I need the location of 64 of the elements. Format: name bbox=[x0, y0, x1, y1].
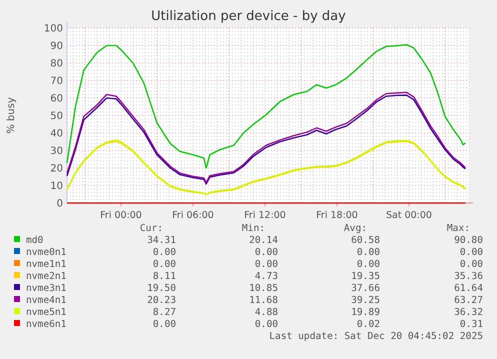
y-tick-label: 10 bbox=[50, 181, 63, 192]
text: 4.73 bbox=[254, 271, 278, 282]
text: 0.00 bbox=[254, 247, 278, 258]
y-tick-label: 40 bbox=[50, 128, 63, 140]
text: 19.89 bbox=[351, 307, 380, 318]
text: Cur: bbox=[140, 223, 163, 234]
legend-label: nvme3n1 bbox=[26, 283, 67, 294]
x-tick-label: Fri 00:00 bbox=[100, 210, 142, 221]
y-tick-label: 80 bbox=[50, 58, 63, 70]
text: 63.27 bbox=[454, 295, 484, 306]
legend-label: nvme2n1 bbox=[26, 271, 67, 282]
y-tick-label: 50 bbox=[50, 111, 63, 122]
y-tick-label: 60 bbox=[50, 94, 63, 104]
y-tick-label: 90 bbox=[50, 41, 63, 52]
text: 0.02 bbox=[356, 319, 380, 330]
text: 19.50 bbox=[147, 283, 176, 294]
text: 0.00 bbox=[152, 259, 176, 270]
text: 0.00 bbox=[254, 319, 278, 330]
text: 11.68 bbox=[249, 295, 278, 306]
text: Max: bbox=[446, 223, 470, 234]
text: 10.85 bbox=[249, 283, 278, 294]
text: 0.00 bbox=[460, 247, 484, 258]
text: 36.32 bbox=[454, 307, 483, 318]
text: Min: bbox=[242, 223, 265, 234]
text: 0.00 bbox=[254, 259, 278, 270]
text: 60.58 bbox=[351, 235, 380, 246]
legend-label: nvme6n1 bbox=[26, 319, 67, 330]
text: 4.88 bbox=[254, 307, 278, 318]
x-tick-label: Fri 06:00 bbox=[172, 210, 214, 221]
x-tick-label: Sat 00:00 bbox=[386, 210, 432, 221]
text: 8.27 bbox=[152, 307, 176, 318]
text: Last update: Sat Dec 20 04:45:02 2025 bbox=[269, 331, 483, 342]
legend-label: nvme1n1 bbox=[26, 259, 67, 270]
text: 61.64 bbox=[454, 283, 484, 294]
text: 39.25 bbox=[351, 295, 380, 306]
y-tick-label: 100 bbox=[44, 24, 63, 34]
text: 0.00 bbox=[356, 247, 380, 258]
text: 0.31 bbox=[460, 319, 484, 330]
text: 20.23 bbox=[147, 295, 176, 306]
text: 19.35 bbox=[351, 271, 380, 282]
x-tick-label: Fri 12:00 bbox=[244, 210, 286, 221]
legend-label: md0 bbox=[26, 235, 44, 246]
x-tick-label: Fri 18:00 bbox=[316, 210, 358, 221]
text: 0.00 bbox=[152, 319, 176, 330]
y-tick-label: 70 bbox=[50, 76, 63, 87]
text: 0.00 bbox=[152, 247, 176, 258]
legend-label: nvme0n1 bbox=[26, 247, 67, 258]
text: 37.66 bbox=[351, 283, 380, 294]
text: 8.11 bbox=[152, 271, 176, 282]
y-axis-title: % busy bbox=[6, 97, 17, 134]
legend-label: nvme5n1 bbox=[26, 307, 67, 318]
text: 0.00 bbox=[460, 259, 484, 270]
text: 20.14 bbox=[249, 235, 278, 246]
text: 35.36 bbox=[454, 271, 484, 282]
text: Avg: bbox=[344, 223, 367, 234]
legend-label: nvme4n1 bbox=[26, 295, 67, 306]
line-series bbox=[66, 44, 466, 169]
text: 0.00 bbox=[356, 259, 380, 270]
y-tick-label: 20 bbox=[50, 164, 63, 174]
text: 34.31 bbox=[147, 235, 176, 246]
chart-title: Utilization per device - by day bbox=[151, 9, 346, 24]
text: 90.80 bbox=[454, 235, 484, 246]
y-tick-label: 30 bbox=[50, 146, 63, 157]
y-tick-label: 0 bbox=[56, 198, 63, 210]
